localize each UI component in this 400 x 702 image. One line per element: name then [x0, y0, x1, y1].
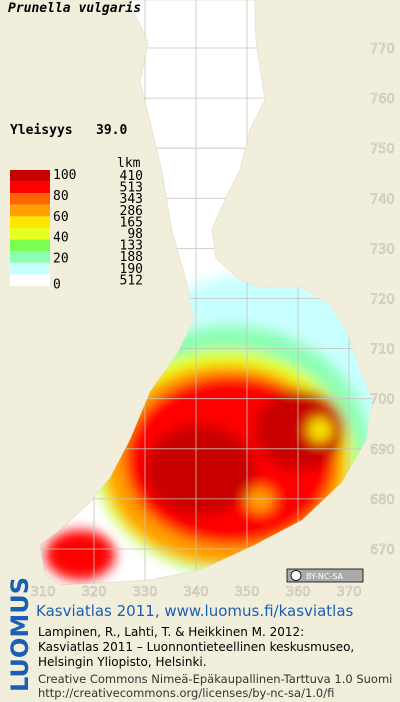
- y-coord-label: 750: [370, 142, 395, 157]
- y-coord-label: 670: [370, 543, 395, 558]
- license-badge: BY-NC-SA: [286, 568, 364, 583]
- license-badge-text: BY-NC-SA: [306, 572, 344, 581]
- license-line: Creative Commons Nimeä-Epäkaupallinen-Ta…: [38, 672, 392, 686]
- y-coord-label: 730: [370, 242, 395, 257]
- legend-count: 410: [120, 169, 143, 184]
- legend-scale-label: 80: [53, 189, 69, 204]
- x-coord-label: 360: [286, 585, 311, 600]
- license-line: http://creativecommons.org/licenses/by-n…: [38, 686, 334, 700]
- frequency-label: Yleisyys: [10, 123, 73, 138]
- legend-count: 512: [120, 273, 143, 288]
- y-coord-label: 720: [370, 293, 395, 308]
- legend-swatch: [10, 228, 50, 240]
- frequency-value: 39.0: [96, 123, 127, 138]
- legend-swatch: [10, 170, 50, 182]
- legend-count: 188: [120, 250, 143, 265]
- legend-scale-label: 20: [53, 252, 69, 267]
- legend-count: 133: [120, 239, 143, 254]
- count-header: lkm: [117, 156, 141, 171]
- y-coord-label: 700: [370, 393, 395, 408]
- x-coord-label: 340: [184, 585, 209, 600]
- legend-count: 513: [120, 181, 143, 196]
- x-coord-label: 370: [337, 585, 362, 600]
- legend-scale-label: 40: [53, 231, 69, 246]
- y-coord-label: 760: [370, 92, 395, 107]
- legend-scale-label: 0: [53, 277, 61, 292]
- legend-scale-label: 100: [53, 168, 76, 183]
- x-coord-label: 320: [82, 585, 107, 600]
- legend-count: 286: [120, 204, 143, 219]
- logo: LUOMUS: [6, 577, 34, 692]
- legend-count: 165: [120, 215, 143, 230]
- y-coord-label: 690: [370, 443, 395, 458]
- legend-swatch: [10, 251, 50, 263]
- y-coord-label: 710: [370, 343, 395, 358]
- legend-scale-label: 60: [53, 210, 69, 225]
- legend-swatch: [10, 274, 50, 286]
- legend-count: 98: [127, 227, 143, 242]
- x-coord-label: 350: [235, 585, 260, 600]
- citation-line: Lampinen, R., Lahti, T. & Heikkinen M. 2…: [38, 625, 304, 639]
- citation-line: Kasviatlas 2011 – Luonnontieteellinen ke…: [38, 640, 354, 654]
- x-coord-label: 330: [133, 585, 158, 600]
- legend-swatch: [10, 181, 50, 194]
- legend-swatch: [10, 216, 50, 228]
- legend-swatch: [10, 193, 50, 205]
- heat-layer: [45, 275, 372, 580]
- x-coord-label: 310: [31, 585, 56, 600]
- citation-line: Helsingin Yliopisto, Helsinki.: [38, 655, 207, 669]
- y-coord-label: 770: [370, 42, 395, 57]
- headline: Kasviatlas 2011, www.luomus.fi/kasviatla…: [36, 602, 354, 620]
- y-coord-label: 740: [370, 192, 395, 207]
- legend-swatch: [10, 262, 50, 275]
- legend-swatch: [10, 239, 50, 252]
- legend-count: 190: [120, 262, 143, 277]
- y-coord-label: 680: [370, 493, 395, 508]
- legend-count: 343: [120, 192, 143, 207]
- footer-text: Lampinen, R., Lahti, T. & Heikkinen M. 2…: [38, 625, 392, 700]
- legend-swatch: [10, 204, 50, 217]
- species-title: Prunella vulgaris: [8, 1, 141, 16]
